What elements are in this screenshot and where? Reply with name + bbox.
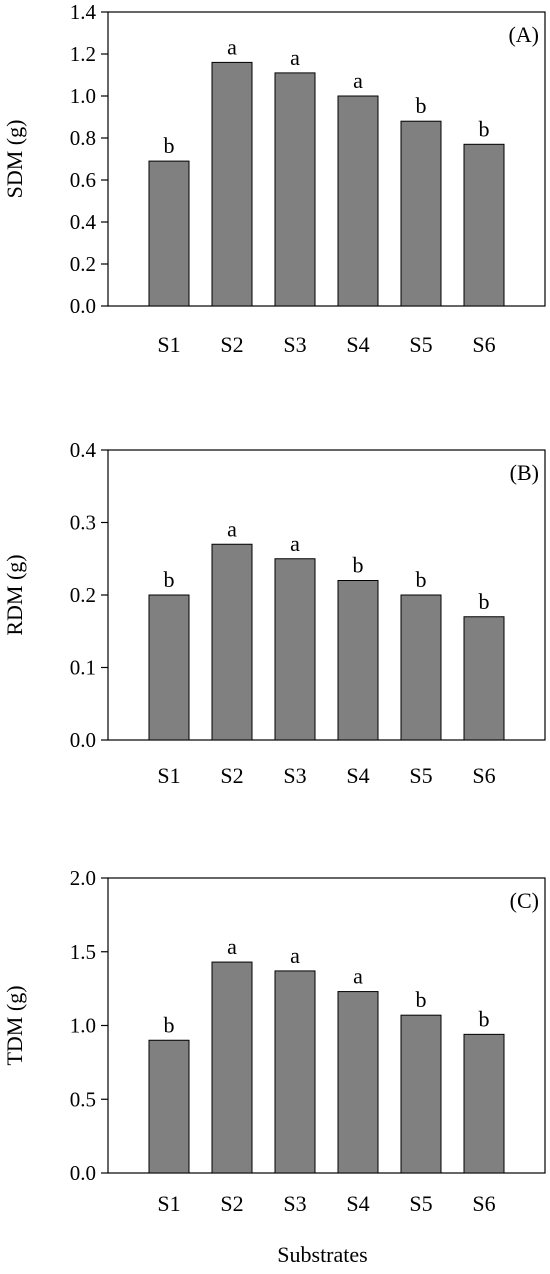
x-tick-label: S5 [409,332,432,357]
y-tick-label: 2.0 [70,866,96,890]
x-tick-label: S2 [220,1191,243,1216]
significance-label: b [416,987,427,1012]
y-tick-label: 0.0 [70,294,96,318]
bar-s1 [148,160,190,307]
bar-s4 [337,991,379,1174]
y-tick-label: 0.0 [70,728,96,752]
bar-s5 [400,594,442,741]
panel-label: (C) [510,888,539,913]
panel-label: (B) [510,460,539,485]
y-tick-label: 0.4 [70,210,97,234]
chart-panel-3: 0.0 0.5 1.0 1.5 2.0 b S1 a S2 a S3 a S4 b S5 b S6 (C) TDM … [2,866,546,1267]
significance-label: b [353,553,364,578]
bar-s1 [148,1039,190,1174]
x-tick-label: S6 [472,763,495,788]
bar-s1 [148,594,190,741]
bar-s6 [463,616,505,741]
x-tick-label: S6 [472,1191,495,1216]
significance-label: b [416,567,427,592]
significance-label: a [290,531,300,556]
y-tick-label: 1.5 [70,940,96,964]
significance-label: a [227,934,237,959]
chart-panel-2: 0.0 0.1 0.2 0.3 0.4 b S1 a S2 a S3 b S4 b S5 b S6 (B) RDM … [2,438,546,788]
significance-label: a [353,68,363,93]
y-tick-label: 0.8 [70,126,96,150]
x-axis-title: Substrates [277,1242,367,1267]
y-tick-label: 0.2 [70,252,96,276]
significance-label: a [353,964,363,989]
x-tick-label: S5 [409,1191,432,1216]
y-tick-label: 1.0 [70,1014,96,1038]
significance-label: a [290,943,300,968]
x-tick-label: S1 [157,332,180,357]
bar-s4 [337,95,379,307]
bar-s2 [211,543,253,741]
bar-s4 [337,580,379,741]
significance-label: a [227,516,237,541]
significance-label: b [479,1006,490,1031]
x-tick-label: S3 [283,763,306,788]
y-tick-label: 0.0 [70,1161,96,1185]
x-tick-label: S2 [220,763,243,788]
y-tick-label: 0.4 [70,438,97,462]
y-axis-title: SDM (g) [2,120,27,199]
bar-s3 [274,558,316,741]
significance-label: a [227,34,237,59]
bar-s2 [211,61,253,307]
bar-s2 [211,961,253,1174]
significance-label: b [164,1012,175,1037]
x-tick-label: S1 [157,763,180,788]
x-tick-label: S3 [283,1191,306,1216]
bar-s6 [463,1033,505,1174]
chart-panel-1: 0.0 0.2 0.4 0.6 0.8 1.0 1.2 1.4 b S1 a S2 a S3 a S4 b S5 b… [2,0,546,357]
significance-label: b [164,567,175,592]
y-tick-label: 0.2 [70,583,96,607]
x-tick-label: S6 [472,332,495,357]
bar-s3 [274,970,316,1174]
x-tick-label: S4 [346,1191,369,1216]
significance-label: b [479,116,490,141]
bar-s3 [274,72,316,307]
y-tick-label: 0.1 [70,656,96,680]
x-tick-label: S2 [220,332,243,357]
significance-label: a [290,45,300,70]
significance-label: b [164,133,175,158]
x-tick-label: S5 [409,763,432,788]
x-tick-label: S1 [157,1191,180,1216]
significance-label: b [416,93,427,118]
y-tick-label: 1.4 [70,0,97,24]
y-axis-title: TDM (g) [2,985,27,1065]
y-tick-label: 0.6 [70,168,96,192]
bar-s5 [400,1014,442,1174]
y-tick-label: 0.3 [70,511,96,535]
x-tick-label: S3 [283,332,306,357]
y-tick-label: 1.0 [70,84,96,108]
x-tick-label: S4 [346,763,369,788]
bar-s5 [400,120,442,307]
plot-frame [107,11,546,307]
bar-s6 [463,143,505,307]
y-tick-label: 1.2 [70,42,96,66]
panel-label: (A) [508,22,539,47]
y-tick-label: 0.5 [70,1087,96,1111]
y-axis-title: RDM (g) [2,554,27,635]
x-tick-label: S4 [346,332,369,357]
significance-label: b [479,589,490,614]
